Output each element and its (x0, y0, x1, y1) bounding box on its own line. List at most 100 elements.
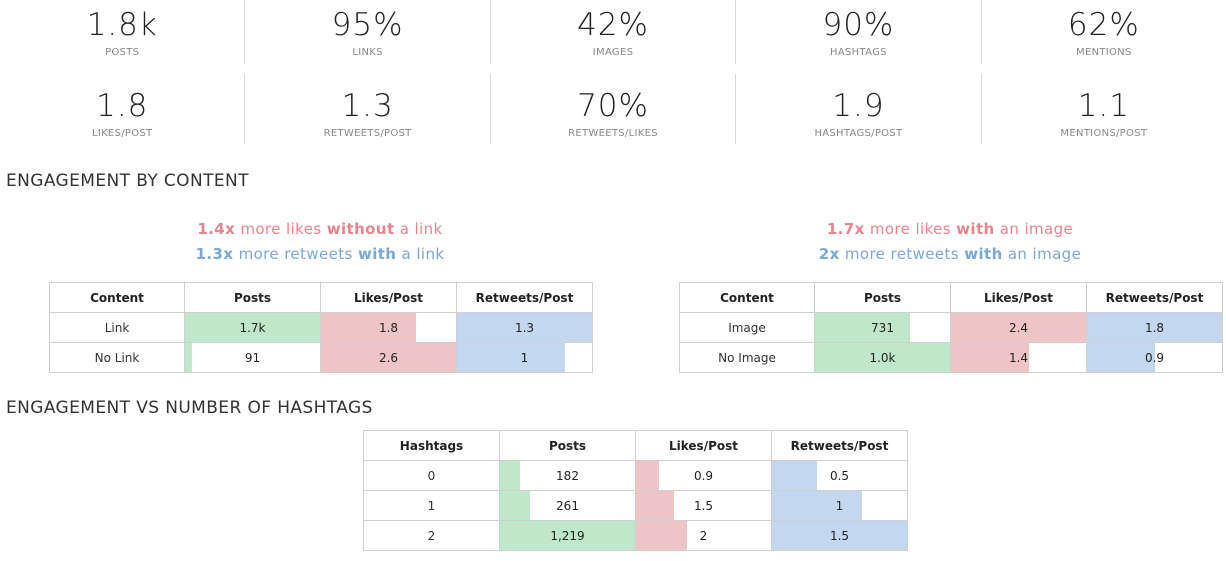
likes-cell: 0.9 (635, 460, 772, 491)
column-header-likes: Likes/Post (635, 430, 772, 461)
stat-value: 42% (577, 7, 649, 43)
stat-retweets-per-post: 1.3 RETWEETS/POST (245, 74, 491, 144)
row-label: No Link (49, 342, 185, 373)
insight-text: an image (1002, 245, 1082, 263)
posts-cell: 1.7k (184, 312, 321, 343)
likes-bar (951, 313, 1086, 342)
stat-mentions-per-post: 1.1 MENTIONS/POST (982, 74, 1226, 144)
multiplier: 1.3x (195, 245, 234, 263)
likes-value: 1.5 (693, 498, 714, 513)
stat-label: RETWEETS/POST (323, 128, 412, 139)
column-header-hashtags: Hashtags (363, 430, 500, 461)
retweets-value: 1.3 (514, 320, 535, 335)
likes-value: 0.9 (693, 468, 714, 483)
posts-value: 261 (556, 498, 579, 513)
multiplier: 1.7x (826, 220, 865, 238)
posts-bar (500, 491, 530, 520)
posts-bar (185, 343, 192, 372)
table-row: 0 182 0.9 0.5 (363, 460, 908, 491)
stat-label: LIKES/POST (91, 128, 153, 139)
column-header-posts: Posts (814, 282, 951, 313)
column-header-likes: Likes/Post (320, 282, 457, 313)
column-header-posts: Posts (184, 282, 321, 313)
stat-label: IMAGES (592, 47, 634, 58)
stat-likes-per-post: 1.8 LIKES/POST (0, 74, 246, 144)
stat-value: 1.1 (1077, 88, 1130, 124)
posts-cell: 182 (499, 460, 636, 491)
posts-value: 1.0k (869, 350, 896, 365)
column-header-posts: Posts (499, 430, 636, 461)
link-engagement-table: Content Posts Likes/Post Retweets/Post L… (49, 282, 593, 373)
stats-row-bottom: 1.8 LIKES/POST 1.3 RETWEETS/POST 70% RET… (0, 74, 1226, 144)
table-row: Image 731 2.4 1.8 (679, 312, 1223, 343)
retweets-bar (457, 313, 592, 342)
likes-bar (951, 343, 1030, 372)
link-retweets-insight: 1.3x more retweets with a link (50, 242, 590, 267)
insight-text: more retweets (839, 245, 965, 263)
likes-cell: 1.4 (950, 342, 1087, 373)
retweets-bar (772, 521, 907, 550)
retweets-cell: 1.8 (1086, 312, 1223, 343)
stat-mentions: 62% MENTIONS (982, 0, 1226, 64)
insight-text: a link (394, 220, 443, 238)
table-header-row: Hashtags Posts Likes/Post Retweets/Post (363, 430, 908, 461)
emphasis: with (964, 245, 1003, 263)
stat-value: 70% (577, 88, 649, 124)
multiplier: 2x (818, 245, 840, 263)
stat-hashtags: 90% HASHTAGS (736, 0, 982, 64)
insight-text: more likes (235, 220, 327, 238)
section-title-hashtags: ENGAGEMENT VS NUMBER OF HASHTAGS (6, 398, 373, 418)
insight-text: more likes (864, 220, 957, 238)
table-row: No Link 91 2.6 1 (49, 342, 593, 373)
likes-cell: 2.4 (950, 312, 1087, 343)
retweets-value: 1.8 (1144, 320, 1165, 335)
stat-value: 95% (331, 7, 404, 43)
image-insight: 1.7x more likes with an image 2x more re… (680, 217, 1220, 267)
retweets-cell: 1 (771, 490, 908, 521)
insight-text: a link (396, 245, 445, 263)
row-label: No Image (679, 342, 815, 373)
retweets-value: 0.9 (1144, 350, 1165, 365)
posts-value: 182 (556, 468, 579, 483)
posts-bar (185, 313, 320, 342)
stats-row-top: 1.8k POSTS 95% LINKS 42% IMAGES 90% HASH… (0, 0, 1226, 64)
column-header-content: Content (49, 282, 185, 313)
stat-label: RETWEETS/LIKES (568, 128, 658, 139)
stat-label: MENTIONS (1076, 47, 1132, 58)
multiplier: 1.4x (197, 220, 236, 238)
stat-label: MENTIONS/POST (1060, 128, 1148, 139)
posts-value: 1.7k (239, 320, 266, 335)
posts-bar (815, 313, 910, 342)
likes-value: 1.8 (378, 320, 399, 335)
image-likes-insight: 1.7x more likes with an image (680, 217, 1220, 242)
table-header-row: Content Posts Likes/Post Retweets/Post (679, 282, 1223, 313)
column-header-likes: Likes/Post (950, 282, 1087, 313)
emphasis: with (956, 220, 995, 238)
likes-cell: 2 (635, 520, 772, 551)
stat-value: 62% (1067, 7, 1140, 43)
posts-bar (815, 343, 950, 372)
posts-cell: 91 (184, 342, 321, 373)
likes-value: 2.4 (1008, 320, 1029, 335)
posts-bar (500, 461, 521, 490)
likes-value: 1.4 (1008, 350, 1029, 365)
posts-value: 91 (244, 350, 261, 365)
retweets-cell: 1.5 (771, 520, 908, 551)
likes-bar (636, 521, 688, 550)
insight-text: more retweets (233, 245, 358, 263)
emphasis: without (326, 220, 395, 238)
retweets-value: 0.5 (829, 468, 850, 483)
stat-label: HASHTAGS/POST (814, 128, 903, 139)
link-insight: 1.4x more likes without a link 1.3x more… (50, 217, 590, 267)
retweets-value: 1 (520, 350, 529, 365)
column-header-content: Content (679, 282, 815, 313)
posts-bar (500, 521, 635, 550)
retweets-bar (1087, 313, 1222, 342)
stat-label: HASHTAGS (830, 47, 887, 58)
posts-cell: 1,219 (499, 520, 636, 551)
link-likes-insight: 1.4x more likes without a link (50, 217, 590, 242)
stat-label: POSTS (105, 47, 140, 58)
stat-links: 95% LINKS (245, 0, 491, 64)
image-retweets-insight: 2x more retweets with an image (680, 242, 1220, 267)
stat-value: 1.3 (341, 88, 394, 124)
